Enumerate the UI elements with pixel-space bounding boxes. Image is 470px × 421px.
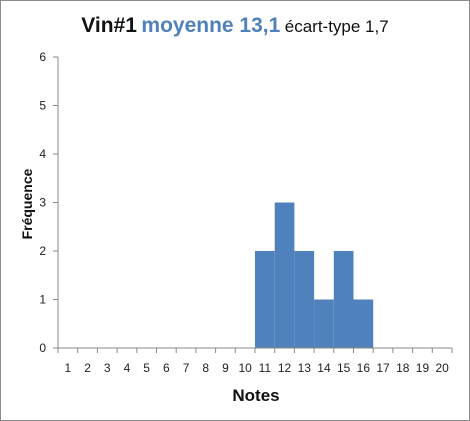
y-axis: 0 1 2 3 4 5 6 bbox=[39, 50, 59, 355]
x-tick-label: 8 bbox=[202, 361, 209, 375]
y-axis-title: Fréquence bbox=[19, 168, 35, 239]
y-tick-label: 6 bbox=[39, 50, 46, 64]
x-tick-label: 7 bbox=[183, 361, 190, 375]
x-tick-label: 14 bbox=[317, 361, 331, 375]
x-tick-label: 11 bbox=[259, 361, 272, 375]
x-tick-label: 16 bbox=[357, 361, 371, 375]
bar-15 bbox=[333, 251, 354, 348]
x-tick-label: 2 bbox=[84, 361, 91, 375]
y-tick-label: 0 bbox=[39, 341, 46, 355]
x-tick-label: 19 bbox=[416, 361, 430, 375]
x-tick-label: 1 bbox=[65, 361, 72, 375]
x-tick-label: 3 bbox=[104, 361, 111, 375]
x-tick-label: 13 bbox=[298, 361, 312, 375]
x-tick-label: 6 bbox=[163, 361, 170, 375]
x-axis-title: Notes bbox=[232, 386, 279, 405]
bar-12 bbox=[274, 202, 295, 348]
x-tick-label: 9 bbox=[222, 361, 229, 375]
chart-title: Vin#1 moyenne 13,1 écart-type 1,7 bbox=[0, 14, 470, 38]
x-axis: 1 2 3 4 5 6 7 8 9 10 11 12 13 14 15 16 17 18 19 20 bbox=[57, 347, 453, 375]
x-tick-label: 20 bbox=[435, 361, 449, 375]
x-tick-label: 5 bbox=[143, 361, 150, 375]
bar-13 bbox=[294, 251, 315, 348]
bar-11 bbox=[255, 251, 275, 348]
bars-group bbox=[255, 202, 374, 348]
x-tick-label: 12 bbox=[278, 361, 292, 375]
bar-14 bbox=[314, 299, 334, 348]
y-tick-label: 3 bbox=[39, 196, 46, 210]
bar-16 bbox=[353, 299, 374, 348]
chart-title-stddev: écart-type 1,7 bbox=[284, 17, 389, 36]
chart-title-mean: moyenne 13,1 bbox=[141, 14, 281, 37]
x-tick-label: 17 bbox=[376, 361, 390, 375]
y-tick-label: 5 bbox=[39, 99, 46, 113]
x-tick-label: 10 bbox=[238, 361, 252, 375]
x-tick-label: 15 bbox=[337, 361, 351, 375]
chart-title-wine: Vin#1 bbox=[81, 14, 137, 37]
x-tick-label: 4 bbox=[124, 361, 131, 375]
x-tick-label: 18 bbox=[396, 361, 410, 375]
y-tick-label: 4 bbox=[39, 147, 46, 161]
y-tick-label: 1 bbox=[39, 293, 46, 307]
y-tick-label: 2 bbox=[39, 244, 46, 258]
